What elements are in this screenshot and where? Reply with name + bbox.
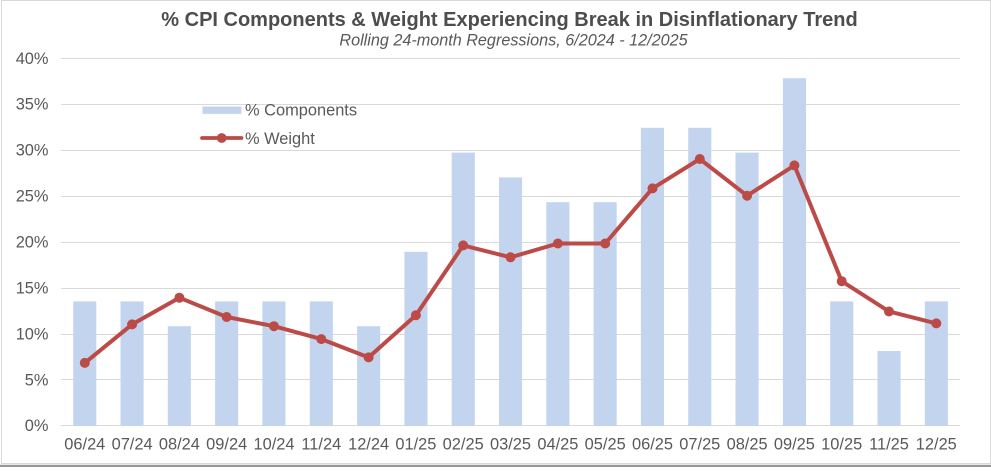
svg-text:02/25: 02/25 <box>443 435 484 453</box>
svg-text:07/24: 07/24 <box>112 435 153 453</box>
svg-text:05/25: 05/25 <box>585 435 626 453</box>
svg-text:30%: 30% <box>16 142 49 160</box>
svg-text:12/24: 12/24 <box>348 435 389 453</box>
svg-text:01/25: 01/25 <box>395 435 436 453</box>
svg-text:15%: 15% <box>16 279 49 297</box>
svg-text:10%: 10% <box>16 325 49 343</box>
svg-text:25%: 25% <box>16 188 49 206</box>
svg-text:0%: 0% <box>25 417 49 435</box>
svg-text:35%: 35% <box>16 96 49 114</box>
svg-text:04/25: 04/25 <box>537 435 578 453</box>
svg-text:09/24: 09/24 <box>206 435 247 453</box>
svg-text:06/24: 06/24 <box>64 435 105 453</box>
svg-text:08/25: 08/25 <box>727 435 768 453</box>
svg-text:% Components: % Components <box>245 102 357 120</box>
svg-text:40%: 40% <box>16 50 49 68</box>
svg-text:Rolling 24-month Regressions,: Rolling 24-month Regressions, 6/2024 - 1… <box>339 32 688 50</box>
svg-text:12/25: 12/25 <box>916 435 957 453</box>
svg-text:5%: 5% <box>25 371 49 389</box>
svg-text:03/25: 03/25 <box>490 435 531 453</box>
svg-text:08/24: 08/24 <box>159 435 200 453</box>
svg-text:06/25: 06/25 <box>632 435 673 453</box>
svg-text:07/25: 07/25 <box>679 435 720 453</box>
svg-text:% CPI Components & Weight Expe: % CPI Components & Weight Experiencing B… <box>161 9 857 31</box>
svg-text:11/25: 11/25 <box>869 435 909 453</box>
svg-text:10/24: 10/24 <box>253 435 294 453</box>
svg-text:09/25: 09/25 <box>774 435 815 453</box>
svg-text:11/24: 11/24 <box>301 435 341 453</box>
svg-text:10/25: 10/25 <box>821 435 862 453</box>
svg-text:20%: 20% <box>16 234 49 252</box>
svg-text:% Weight: % Weight <box>245 130 315 148</box>
